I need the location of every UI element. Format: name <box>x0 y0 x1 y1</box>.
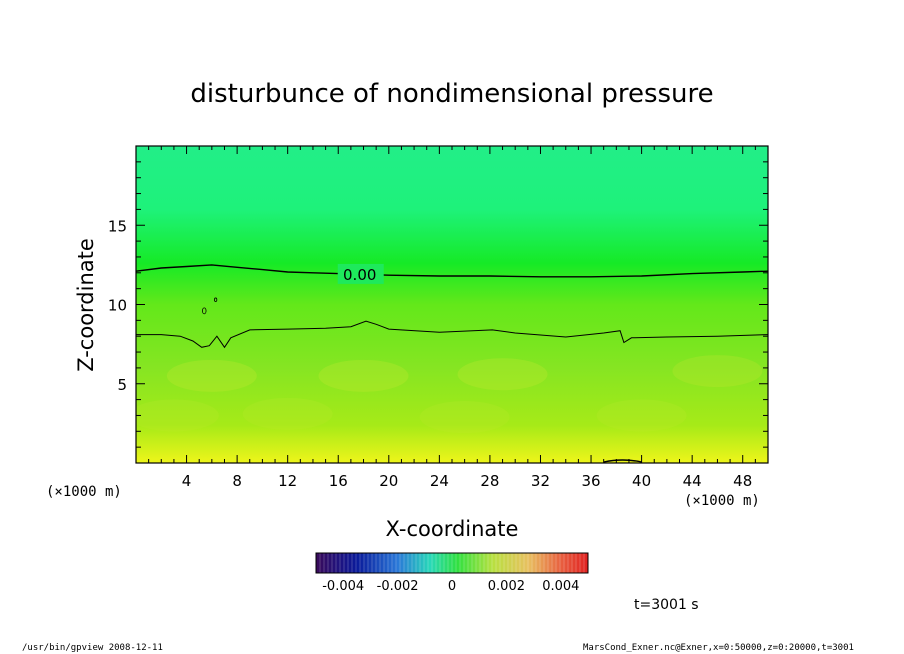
field-blob <box>419 401 510 434</box>
field-blob <box>596 399 687 432</box>
x-tick-label: 12 <box>278 472 297 490</box>
chart-title: disturbunce of nondimensional pressure <box>190 79 713 109</box>
lower-contour <box>136 320 768 349</box>
footer-left: /usr/bin/gpview 2008-12-11 <box>22 643 163 653</box>
field-blob <box>136 399 219 432</box>
x-tick-label: 20 <box>379 472 398 490</box>
field-blob <box>242 397 333 430</box>
colorbar-fill <box>316 553 588 573</box>
x-axis-label: X-coordinate <box>386 517 519 541</box>
surface-contour <box>603 459 642 463</box>
x-tick-label: 36 <box>581 472 600 490</box>
x-tick-label: 44 <box>683 472 702 490</box>
x-axis: 4 8 12 16 20 24 28 32 36 40 44 48 <box>135 146 769 490</box>
field-blob <box>318 359 409 392</box>
colorbar-ticks: -0.004 -0.002 0 0.002 0.004 <box>322 579 579 594</box>
colorbar-tick-label: 0 <box>448 579 456 594</box>
field-texture <box>136 355 763 434</box>
x-tick-label: 16 <box>329 472 348 490</box>
x-unit-right: (×1000 m) <box>684 493 760 509</box>
contours: 0.00 <box>136 263 768 463</box>
y-tick-label: 10 <box>108 297 127 315</box>
contour-label-bg <box>337 263 384 284</box>
colorbar-tick-label: -0.004 <box>322 579 364 594</box>
pressure-field <box>136 146 768 463</box>
colorbar-tick-label: 0.002 <box>488 579 525 594</box>
colorbar: -0.004 -0.002 0 0.002 0.004 <box>315 552 589 594</box>
colorbar-tick-label: -0.002 <box>377 579 419 594</box>
x-tick-label: 24 <box>430 472 449 490</box>
y-tick-label: 15 <box>108 217 127 235</box>
x-tick-label: 4 <box>182 472 192 490</box>
colorbar-frame <box>315 552 589 574</box>
y-axis: 5 10 15 <box>108 145 768 464</box>
field-blob <box>166 359 257 392</box>
contour-label: 0.00 <box>343 266 376 284</box>
x-tick-label: 28 <box>480 472 499 490</box>
x-tick-label: 48 <box>733 472 752 490</box>
field-blob <box>672 355 763 388</box>
x-tick-label: 32 <box>531 472 550 490</box>
field-blob <box>457 358 548 391</box>
x-unit-left: (×1000 m) <box>46 484 122 500</box>
y-tick-label: 5 <box>117 376 127 394</box>
small-contour <box>214 297 218 302</box>
time-label: t=3001 s <box>634 597 699 613</box>
small-contour <box>202 307 207 315</box>
x-tick-label: 40 <box>632 472 651 490</box>
footer-right: MarsCond_Exner.nc@Exner,x=0:50000,z=0:20… <box>583 643 854 653</box>
colorbar-tick-label: 0.004 <box>542 579 579 594</box>
colorbar-levels <box>319 553 585 573</box>
y-axis-label: Z-coordinate <box>74 238 98 372</box>
x-tick-label: 8 <box>232 472 242 490</box>
